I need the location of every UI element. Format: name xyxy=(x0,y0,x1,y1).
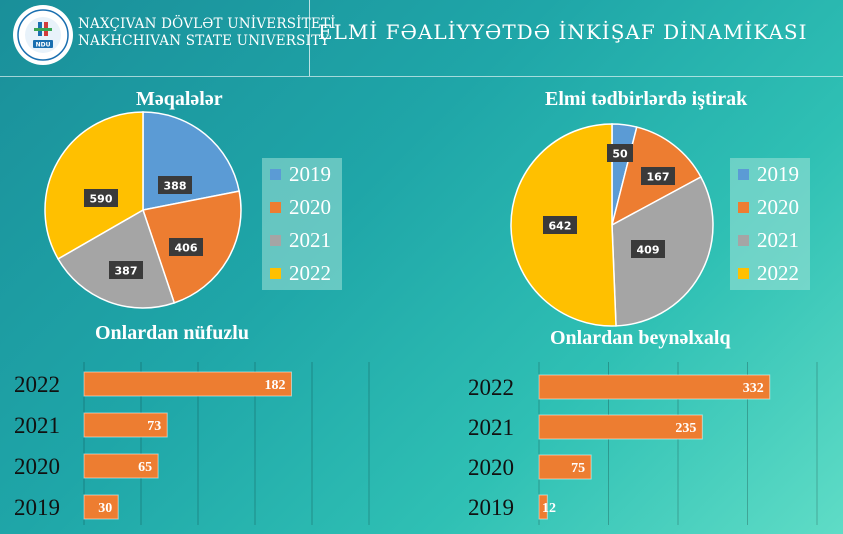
bar-value-label: 12 xyxy=(542,501,556,516)
category-label: 2021 xyxy=(14,413,60,438)
pie-data-label: 409 xyxy=(631,240,665,258)
bar-value-label: 182 xyxy=(264,378,285,393)
bar-2021 xyxy=(83,412,168,438)
pie-slice-2022 xyxy=(44,111,144,260)
legend-label: 2020 xyxy=(289,194,331,219)
data-label-box xyxy=(607,144,633,162)
legend-swatch xyxy=(270,168,281,180)
bar-value-label: 235 xyxy=(675,421,696,436)
data-label-text: 167 xyxy=(647,171,670,184)
data-label-text: 388 xyxy=(164,180,187,193)
category-label: 2019 xyxy=(468,495,514,520)
bar-value-label: 30 xyxy=(98,501,112,516)
data-label-box xyxy=(641,167,675,185)
bar-value-label: 75 xyxy=(571,461,585,476)
legend-item-2022: 2022 xyxy=(738,257,799,289)
legend-item-2019: 2019 xyxy=(270,158,331,190)
legend-swatch xyxy=(270,267,281,279)
bar-2019 xyxy=(83,494,119,520)
data-label-box xyxy=(109,261,143,279)
pie-data-label: 167 xyxy=(641,167,675,185)
legend-item-2019: 2019 xyxy=(738,158,799,190)
data-label-text: 50 xyxy=(612,148,628,161)
data-label-box xyxy=(158,176,192,194)
category-label: 2020 xyxy=(14,454,60,479)
page-title: ELMİ FƏALİYYƏTDƏ İNKİŞAF DİNAMİKASI xyxy=(318,20,808,44)
legend-label: 2021 xyxy=(757,227,799,252)
pie-data-label: 406 xyxy=(169,238,203,256)
legend-label: 2022 xyxy=(289,260,331,285)
data-label-box xyxy=(543,216,577,234)
legend-label: 2020 xyxy=(757,194,799,219)
legend-item-2020: 2020 xyxy=(270,191,331,223)
data-label-text: 406 xyxy=(175,242,198,255)
university-name-en: NAKHCHIVAN STATE UNIVERSITY xyxy=(78,33,330,49)
data-label-text: 642 xyxy=(549,220,572,233)
category-label: 2019 xyxy=(14,495,60,520)
bar-2020 xyxy=(538,454,592,480)
legend-label: 2022 xyxy=(757,260,799,285)
pie-data-label: 387 xyxy=(109,261,143,279)
legend-item-2021: 2021 xyxy=(738,224,799,256)
legend-events: 2019 2020 2021 2022 xyxy=(730,158,810,290)
header: NDU NAXÇIVAN DÖVLƏT UNİVERSİTETİ NAKHCHI… xyxy=(0,0,843,77)
legend-item-2020: 2020 xyxy=(738,191,799,223)
legend-swatch xyxy=(738,234,749,246)
legend-articles: 2019 2020 2021 2022 xyxy=(262,158,342,290)
data-label-text: 387 xyxy=(115,265,138,278)
bar-2021 xyxy=(538,414,703,440)
legend-swatch xyxy=(270,234,281,246)
chart-title-international: Onlardan beynəlxalq xyxy=(550,327,731,349)
legend-swatch xyxy=(270,201,281,213)
legend-item-2022: 2022 xyxy=(270,257,331,289)
data-label-text: 590 xyxy=(90,193,113,206)
chart-title-prestigious: Onlardan nüfuzlu xyxy=(95,322,249,344)
category-label: 2022 xyxy=(14,372,60,397)
bar-chart-international: 2022 332 2021 235 2020 75 2019 12 xyxy=(468,362,818,525)
university-name-az: NAXÇIVAN DÖVLƏT UNİVERSİTETİ xyxy=(78,16,336,32)
category-label: 2021 xyxy=(468,415,514,440)
university-name: NAXÇIVAN DÖVLƏT UNİVERSİTETİ NAKHCHIVAN … xyxy=(78,16,336,50)
pie-data-label: 50 xyxy=(607,144,633,162)
data-label-text: 409 xyxy=(637,244,660,257)
bar-value-label: 73 xyxy=(147,419,161,434)
bar-value-label: 65 xyxy=(138,460,152,475)
chart-title-articles: Məqalələr xyxy=(136,88,223,110)
bar-2020 xyxy=(83,453,159,479)
legend-label: 2021 xyxy=(289,227,331,252)
chart-title-events: Elmi tədbirlərdə iştirak xyxy=(545,88,748,110)
pie-slice-2021 xyxy=(57,208,176,309)
data-label-box xyxy=(169,238,203,256)
legend-label: 2019 xyxy=(757,161,799,186)
legend-item-2021: 2021 xyxy=(270,224,331,256)
legend-swatch xyxy=(738,168,749,180)
university-logo-icon: NDU xyxy=(13,5,73,65)
pie-chart-events: 50 167 409 642 xyxy=(510,123,714,327)
bar-2022 xyxy=(83,371,292,397)
bar-chart-prestigious: 2022 182 2021 73 2020 65 2019 30 xyxy=(14,362,370,525)
pie-chart-articles: 388 406 387 590 xyxy=(44,111,242,309)
category-label: 2020 xyxy=(468,455,514,480)
header-divider xyxy=(309,0,310,76)
pie-data-label: 642 xyxy=(543,216,577,234)
legend-swatch xyxy=(738,201,749,213)
legend-swatch xyxy=(738,267,749,279)
data-label-box xyxy=(631,240,665,258)
category-label: 2022 xyxy=(468,375,514,400)
legend-label: 2019 xyxy=(289,161,331,186)
pie-data-label: 590 xyxy=(84,189,118,207)
bar-2022 xyxy=(538,374,771,400)
bar-value-label: 332 xyxy=(743,381,764,396)
bar-2019 xyxy=(538,494,548,520)
pie-data-label: 388 xyxy=(158,176,192,194)
data-label-box xyxy=(84,189,118,207)
logo-text: NDU xyxy=(36,42,51,49)
